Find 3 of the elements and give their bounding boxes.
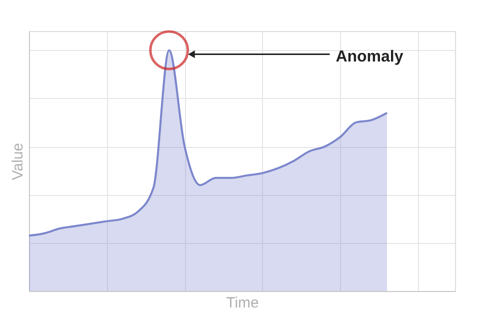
annotation: Anomaly bbox=[336, 48, 404, 66]
x-axis-title: Time bbox=[226, 294, 259, 312]
y-axis-title: Value bbox=[10, 142, 26, 180]
